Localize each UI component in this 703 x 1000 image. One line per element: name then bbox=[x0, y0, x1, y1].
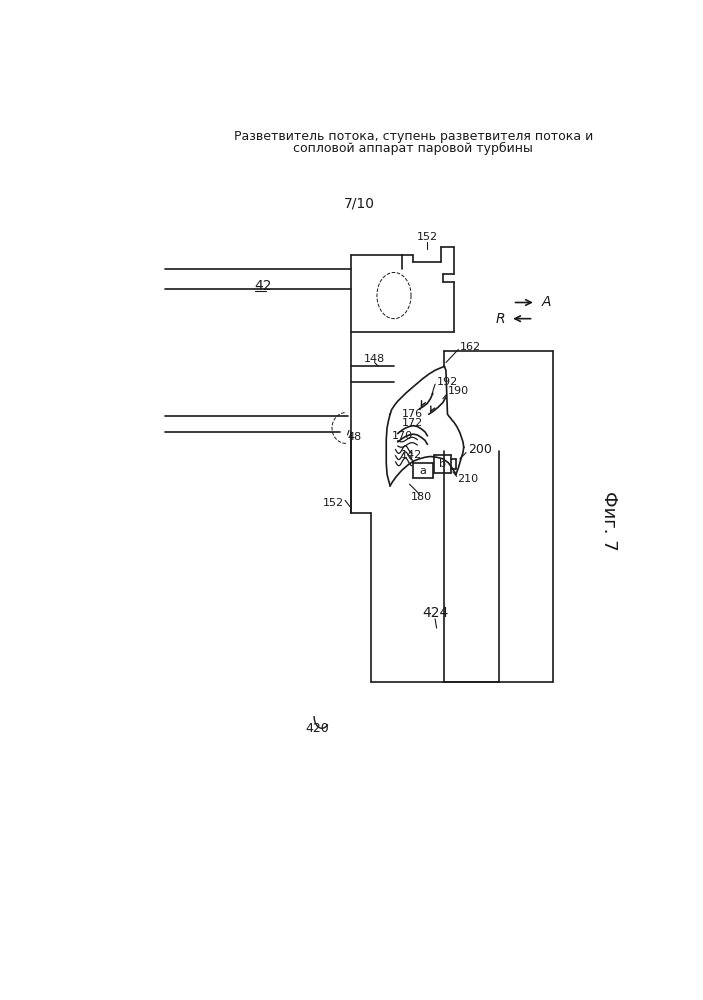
Text: a: a bbox=[419, 466, 426, 476]
Text: 7/10: 7/10 bbox=[344, 196, 375, 210]
Text: 176: 176 bbox=[401, 409, 423, 419]
Text: 148: 148 bbox=[364, 354, 385, 364]
Text: 142: 142 bbox=[401, 450, 423, 460]
Text: 200: 200 bbox=[467, 443, 491, 456]
Text: A: A bbox=[541, 295, 550, 309]
Text: 48: 48 bbox=[347, 432, 362, 442]
Text: 152: 152 bbox=[417, 232, 438, 242]
Text: 420: 420 bbox=[305, 722, 328, 735]
Text: 172: 172 bbox=[401, 418, 423, 428]
Text: 170: 170 bbox=[392, 431, 413, 441]
Text: b: b bbox=[439, 459, 446, 469]
Text: 152: 152 bbox=[323, 498, 344, 508]
Text: 42: 42 bbox=[254, 279, 272, 293]
Text: сопловой аппарат паровой турбины: сопловой аппарат паровой турбины bbox=[293, 142, 534, 155]
Text: 210: 210 bbox=[458, 474, 479, 484]
Text: 424: 424 bbox=[422, 606, 449, 620]
Text: R: R bbox=[496, 312, 505, 326]
Text: Фиг. 7: Фиг. 7 bbox=[600, 491, 618, 550]
Text: 190: 190 bbox=[449, 386, 470, 396]
Text: 192: 192 bbox=[437, 377, 458, 387]
Text: Разветвитель потока, ступень разветвителя потока и: Разветвитель потока, ступень разветвител… bbox=[234, 130, 593, 143]
Text: 162: 162 bbox=[460, 342, 481, 352]
Text: 180: 180 bbox=[411, 492, 432, 502]
